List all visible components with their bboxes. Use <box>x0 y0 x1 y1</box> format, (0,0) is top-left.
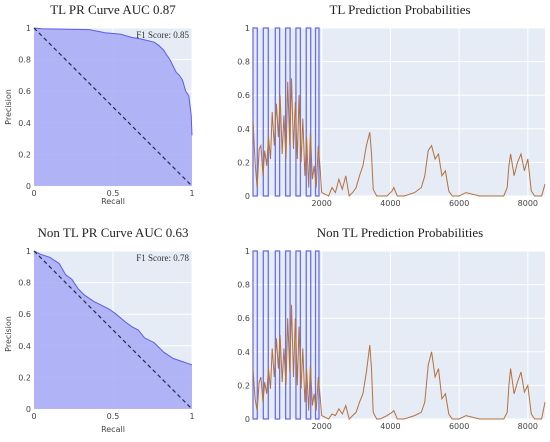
non-tl-prob-y-tick-label: 0.2 <box>237 381 250 390</box>
tl-prob-y-tick-label: 1 <box>245 24 250 33</box>
tl-pr-y-axis-label: Precision <box>4 89 13 125</box>
tl-prob-x-tick-label: 2000 <box>312 199 332 208</box>
tl-pr-y-tick-label: 0.4 <box>18 119 31 128</box>
tl-pr-diagonal-line <box>33 27 193 187</box>
non-tl-pr-y-tick-label: 0.6 <box>18 310 31 319</box>
tl-prob-y-tick-label: 0.4 <box>237 125 250 134</box>
non-tl-pr-area-fill <box>34 251 192 409</box>
tl-prob-plot-area <box>253 28 545 196</box>
non-tl-pr-y-tick-label: 0 <box>26 405 31 414</box>
non-tl-prob-label-pulse <box>284 250 291 420</box>
non-tl-pr-y-tick-label: 0.2 <box>18 373 31 382</box>
non-tl-pr-x-tick-label: 0 <box>31 412 36 421</box>
tl-pr-y-tick-label: 0.2 <box>18 150 31 159</box>
tl-prob-label-pulse <box>262 27 269 197</box>
tl-pr-y-tick-label: 0.8 <box>18 56 31 65</box>
non-tl-prediction-probabilities-panel: Non TL Prediction Probabilities 0 0.2 0.4 0… <box>237 225 546 431</box>
non-tl-prob-x-tick-label: 8000 <box>518 422 538 431</box>
non-tl-pr-curve-line <box>33 250 193 366</box>
non-tl-prob-label-pulse <box>262 250 269 420</box>
tl-prediction-title: TL Prediction Probabilities <box>329 2 470 17</box>
non-tl-prob-y-tick-label: 0.8 <box>237 281 250 290</box>
non-tl-pr-f1-annotation: F1 Score: 0.78 <box>136 253 189 263</box>
non-tl-prob-label-pulse <box>252 250 258 420</box>
tl-prob-y-tick-label: 0.2 <box>237 158 250 167</box>
non-tl-prob-y-tick-label: 0 <box>245 415 250 424</box>
tl-pr-curve-title: TL PR Curve AUC 0.87 <box>50 2 176 17</box>
tl-pr-x-axis-label: Recall <box>101 197 125 206</box>
tl-prob-y-tick-label: 0 <box>245 192 250 201</box>
non-tl-prob-y-tick-label: 1 <box>245 247 250 256</box>
non-tl-pr-y-axis-label: Precision <box>4 316 13 352</box>
non-tl-prob-x-tick-label: 6000 <box>449 422 469 431</box>
tl-prob-probability-line <box>252 78 546 198</box>
non-tl-pr-y-tick-label: 0.8 <box>18 279 31 288</box>
non-tl-pr-x-tick-label: 1 <box>189 412 194 421</box>
tl-prob-label-pulse <box>284 27 291 197</box>
tl-prob-x-tick-label: 8000 <box>518 199 538 208</box>
tl-pr-x-tick-label: 0 <box>31 189 36 198</box>
tl-prob-x-tick-label: 4000 <box>380 199 400 208</box>
tl-pr-y-tick-label: 0 <box>26 182 31 191</box>
tl-pr-y-tick-label: 0.6 <box>18 87 31 96</box>
non-tl-prob-x-tick-label: 2000 <box>312 422 332 431</box>
tl-prob-y-tick-label: 0.6 <box>237 91 250 100</box>
non-tl-prob-plot-area <box>253 251 545 419</box>
tl-pr-curve-panel: TL PR Curve AUC 0.87 Precision Recall 00… <box>4 2 195 206</box>
tl-prob-label-pulse <box>252 27 258 197</box>
non-tl-pr-x-axis-label: Recall <box>101 425 125 434</box>
non-tl-prob-y-tick-label: 0.6 <box>237 314 250 323</box>
non-tl-pr-diagonal-line <box>33 250 193 410</box>
non-tl-prob-y-tick-label: 0.4 <box>237 348 250 357</box>
tl-prob-label-pulse <box>305 27 312 197</box>
tl-pr-curve-line <box>33 27 193 136</box>
tl-prob-label-pulse <box>314 27 320 197</box>
tl-pr-x-tick-label: 0.5 <box>107 189 120 198</box>
tl-pr-x-tick-label: 1 <box>189 189 194 198</box>
non-tl-pr-y-tick-label: 1 <box>26 247 31 256</box>
tl-pr-f1-annotation: F1 Score: 0.85 <box>136 30 189 40</box>
non-tl-pr-x-tick-label: 0.5 <box>107 412 120 421</box>
tl-pr-y-tick-label: 1 <box>26 24 31 33</box>
tl-pr-area-fill <box>34 28 192 186</box>
tl-prob-y-tick-label: 0.8 <box>237 58 250 67</box>
non-tl-prob-label-pulse <box>305 250 312 420</box>
non-tl-prob-probability-line <box>252 304 546 420</box>
non-tl-prediction-title: Non TL Prediction Probabilities <box>317 225 483 240</box>
non-tl-prob-x-tick-label: 4000 <box>380 422 400 431</box>
tl-prob-x-tick-label: 6000 <box>449 199 469 208</box>
non-tl-pr-y-tick-label: 0.4 <box>18 342 31 351</box>
tl-prediction-probabilities-panel: TL Prediction Probabilities 0 0.2 0.4 0.6 0.… <box>237 2 546 208</box>
non-tl-pr-curve-panel: Non TL PR Curve AUC 0.63 Precision Recal… <box>4 225 195 434</box>
non-tl-prob-label-pulse <box>314 250 320 420</box>
non-tl-pr-curve-title: Non TL PR Curve AUC 0.63 <box>38 225 189 240</box>
